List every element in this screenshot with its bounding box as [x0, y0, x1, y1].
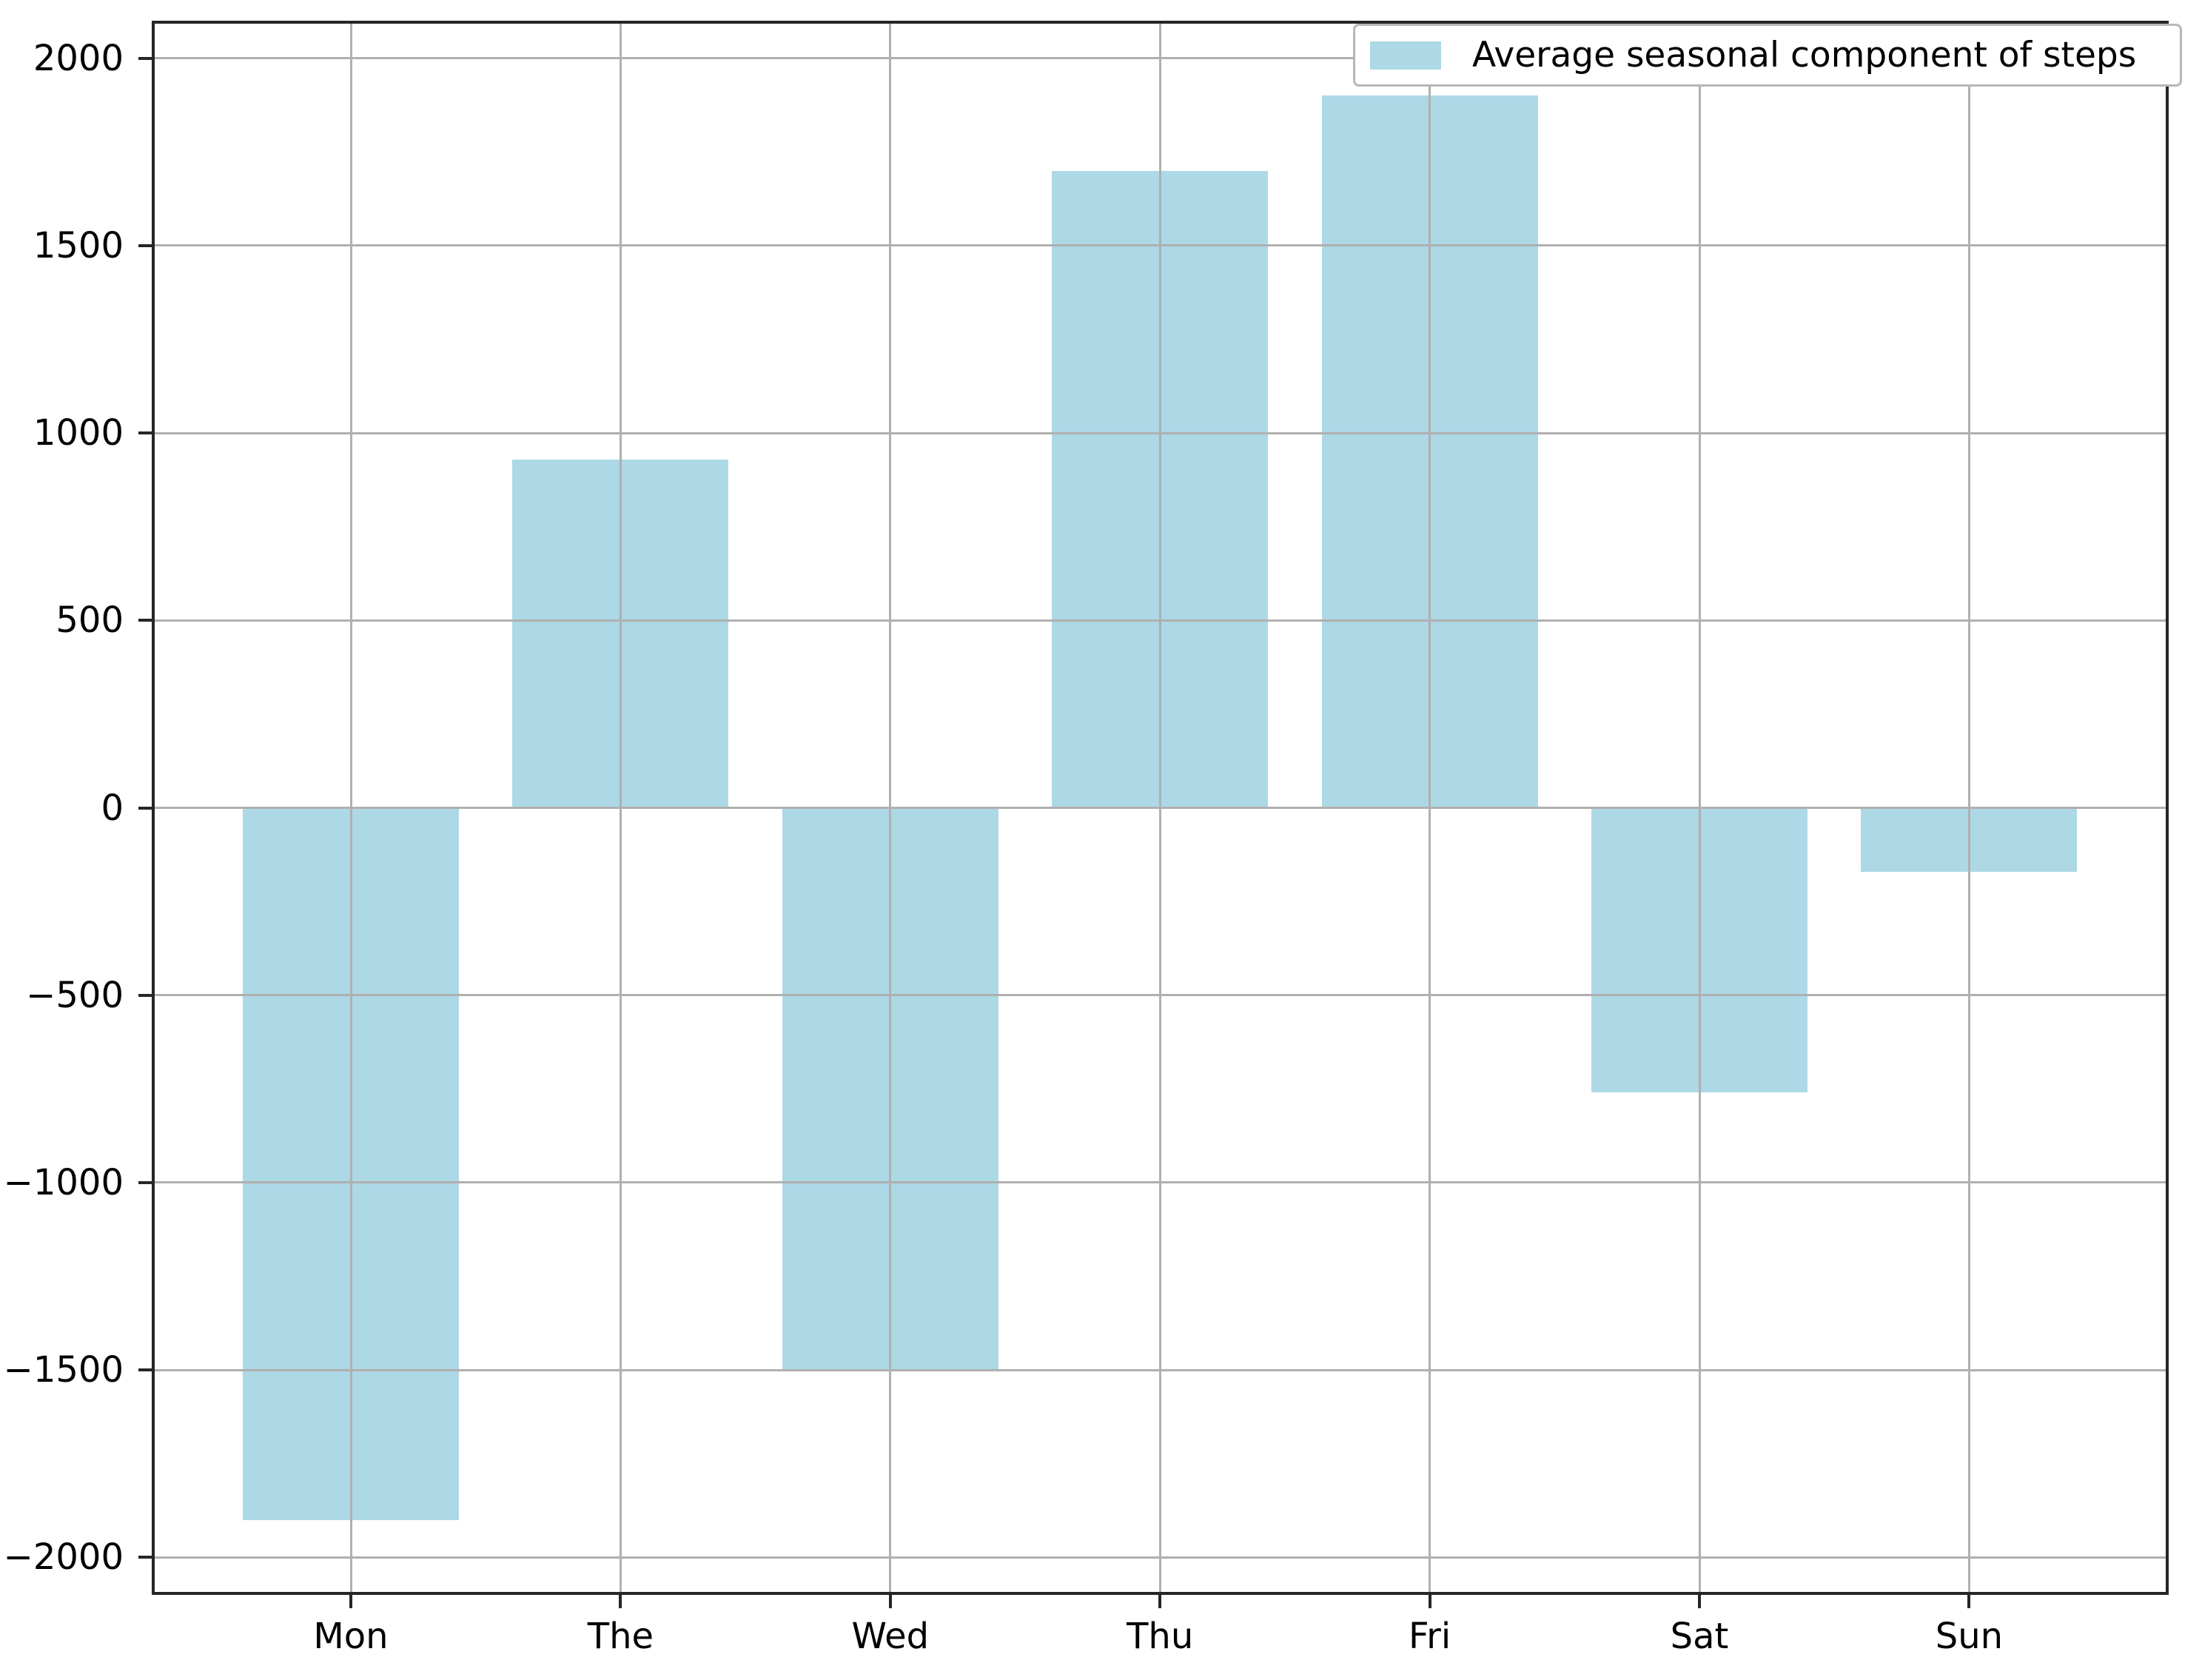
x-tick-mark: [619, 1595, 622, 1608]
x-tick-label-thu: Thu: [1127, 1616, 1194, 1657]
bar-the: [512, 459, 729, 808]
y-tick-mark: [138, 619, 152, 622]
y-tick-mark: [138, 1556, 152, 1559]
x-tick-mark: [1698, 1595, 1701, 1608]
bar-mon: [243, 807, 459, 1520]
x-tick-label-mon: Mon: [313, 1616, 389, 1657]
legend-swatch: [1370, 41, 1441, 70]
x-tick-label-fri: Fri: [1409, 1616, 1451, 1657]
x-tick-label-sun: Sun: [1935, 1616, 2004, 1657]
bar-sun: [1861, 807, 2078, 872]
y-tick-mark: [138, 243, 152, 247]
x-tick-label-wed: Wed: [851, 1616, 930, 1657]
y-tick-label: 2000: [33, 37, 124, 79]
y-tick-label: 0: [101, 787, 124, 829]
y-tick-mark: [138, 1368, 152, 1372]
x-tick-mark: [888, 1595, 892, 1608]
y-tick-mark: [138, 806, 152, 810]
y-tick-label: 500: [56, 599, 124, 642]
bar-sat: [1591, 807, 1807, 1093]
legend-label: Average seasonal component of steps: [1472, 35, 2137, 75]
legend: Average seasonal component of steps: [1353, 24, 2182, 87]
y-tick-mark: [138, 1180, 152, 1184]
x-tick-label-the: The: [587, 1616, 654, 1657]
x-tick-mark: [1158, 1595, 1162, 1608]
x-tick-label-sat: Sat: [1670, 1616, 1729, 1657]
y-tick-label: −1000: [3, 1161, 124, 1203]
bar-wed: [782, 807, 998, 1371]
bar-fri: [1321, 95, 1538, 808]
y-tick-mark: [138, 431, 152, 435]
y-tick-label: −2000: [3, 1536, 124, 1579]
x-tick-mark: [1967, 1595, 1971, 1608]
y-tick-label: 1000: [33, 412, 124, 454]
x-tick-mark: [349, 1595, 352, 1608]
y-tick-label: −500: [26, 974, 124, 1016]
y-tick-label: −1500: [3, 1349, 124, 1391]
bar-thu: [1052, 170, 1269, 808]
y-tick-mark: [138, 56, 152, 60]
y-tick-mark: [138, 993, 152, 997]
y-tick-label: 1500: [33, 224, 124, 266]
x-tick-mark: [1428, 1595, 1431, 1608]
